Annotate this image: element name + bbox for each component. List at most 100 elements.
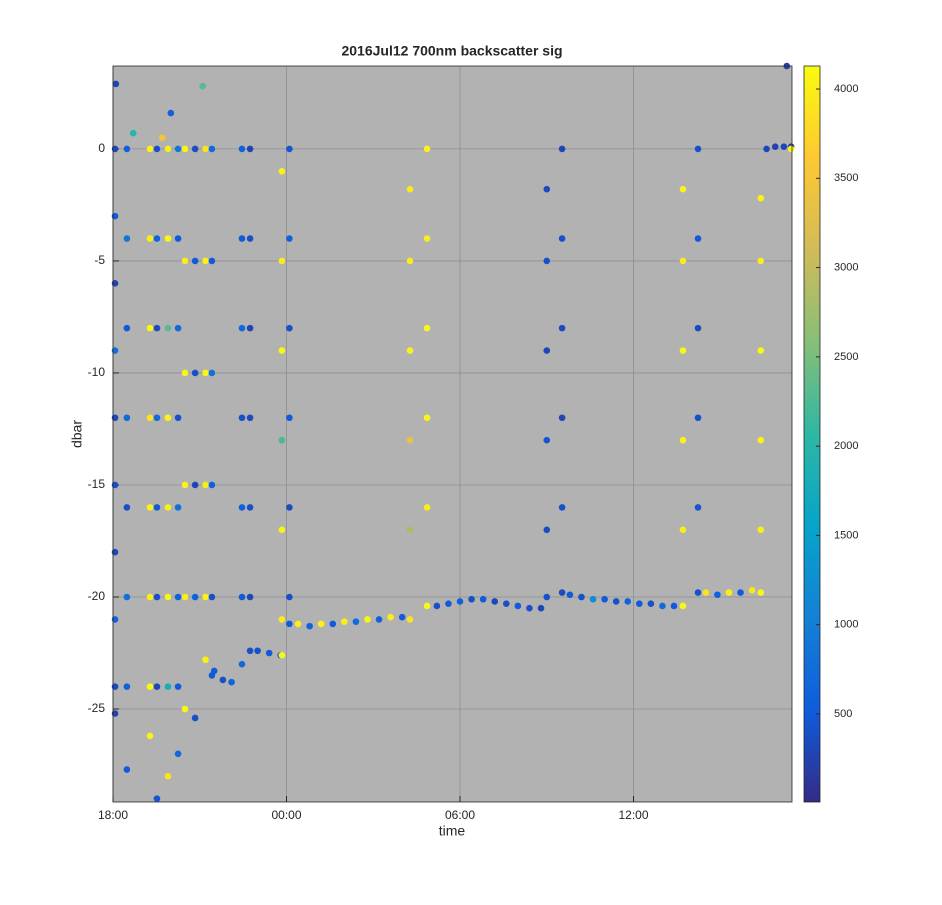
- point: [238, 324, 246, 332]
- colorbar-tick-label: 2500: [834, 351, 858, 363]
- point: [433, 602, 441, 610]
- point: [181, 369, 189, 377]
- point: [670, 602, 678, 610]
- point: [174, 504, 182, 511]
- point: [210, 667, 218, 675]
- point: [246, 593, 254, 601]
- point: [174, 235, 182, 242]
- y-tick-label: -10: [88, 365, 106, 379]
- point: [278, 436, 286, 444]
- point: [286, 324, 293, 332]
- point: [702, 589, 710, 596]
- point: [238, 504, 246, 511]
- point: [286, 504, 293, 511]
- point: [238, 414, 246, 422]
- point: [238, 593, 246, 601]
- point: [202, 656, 209, 664]
- colorbar: [803, 65, 821, 803]
- point: [558, 414, 566, 422]
- colorbar-tick-label: 2000: [834, 440, 858, 452]
- point: [112, 80, 120, 88]
- x-axis-label: time: [439, 823, 466, 839]
- point: [153, 683, 161, 690]
- point: [174, 750, 182, 758]
- point: [123, 414, 131, 422]
- point: [129, 129, 137, 137]
- point: [543, 593, 551, 601]
- point: [558, 324, 566, 332]
- point: [208, 481, 216, 489]
- point: [153, 795, 161, 802]
- point: [246, 235, 254, 242]
- point: [238, 145, 246, 153]
- point: [406, 257, 414, 265]
- point: [246, 145, 254, 153]
- point: [153, 324, 161, 332]
- point: [423, 602, 431, 610]
- point: [191, 145, 199, 153]
- point: [191, 369, 199, 377]
- point: [123, 504, 131, 511]
- point: [737, 589, 744, 596]
- point: [164, 324, 172, 332]
- point: [164, 414, 172, 422]
- point: [202, 145, 209, 153]
- point: [694, 324, 702, 332]
- point: [317, 620, 325, 628]
- point: [543, 436, 551, 444]
- point: [406, 436, 414, 444]
- point: [286, 235, 293, 242]
- point: [202, 593, 209, 601]
- point: [763, 145, 770, 153]
- point: [543, 347, 551, 354]
- y-tick-label: -25: [88, 701, 106, 715]
- point: [286, 145, 293, 153]
- point: [146, 732, 154, 740]
- point: [445, 600, 452, 608]
- colorbar-tick-label: 3000: [834, 261, 858, 273]
- point: [679, 602, 687, 610]
- point: [153, 593, 161, 601]
- point: [725, 589, 733, 596]
- point: [558, 589, 566, 596]
- point: [164, 683, 172, 690]
- point: [364, 616, 371, 623]
- point: [228, 678, 235, 686]
- point: [174, 414, 182, 422]
- point: [329, 620, 337, 628]
- point: [757, 194, 765, 202]
- point: [278, 526, 286, 534]
- plot-background: [113, 66, 792, 802]
- point: [208, 593, 216, 601]
- point: [146, 145, 154, 153]
- point: [679, 257, 687, 265]
- point: [694, 414, 702, 422]
- point: [406, 185, 414, 193]
- point: [158, 134, 166, 141]
- point: [406, 616, 414, 623]
- point: [659, 602, 666, 610]
- chart-title: 2016Jul12 700nm backscatter sig: [341, 43, 562, 59]
- point: [238, 235, 246, 242]
- point: [294, 620, 302, 628]
- y-tick-label: -5: [94, 253, 105, 267]
- point: [679, 436, 687, 444]
- colorbar-tick-label: 500: [834, 708, 852, 720]
- point: [423, 504, 431, 511]
- point: [558, 235, 566, 242]
- point: [679, 185, 687, 193]
- point: [341, 618, 348, 625]
- point: [174, 324, 182, 332]
- x-tick-label: 12:00: [619, 808, 649, 822]
- point: [202, 481, 209, 489]
- point: [123, 235, 131, 242]
- point: [787, 145, 795, 153]
- point: [164, 772, 172, 780]
- point: [694, 589, 702, 596]
- point: [208, 257, 216, 265]
- point: [278, 616, 286, 623]
- point: [423, 414, 431, 422]
- point: [558, 504, 566, 511]
- point: [543, 257, 551, 265]
